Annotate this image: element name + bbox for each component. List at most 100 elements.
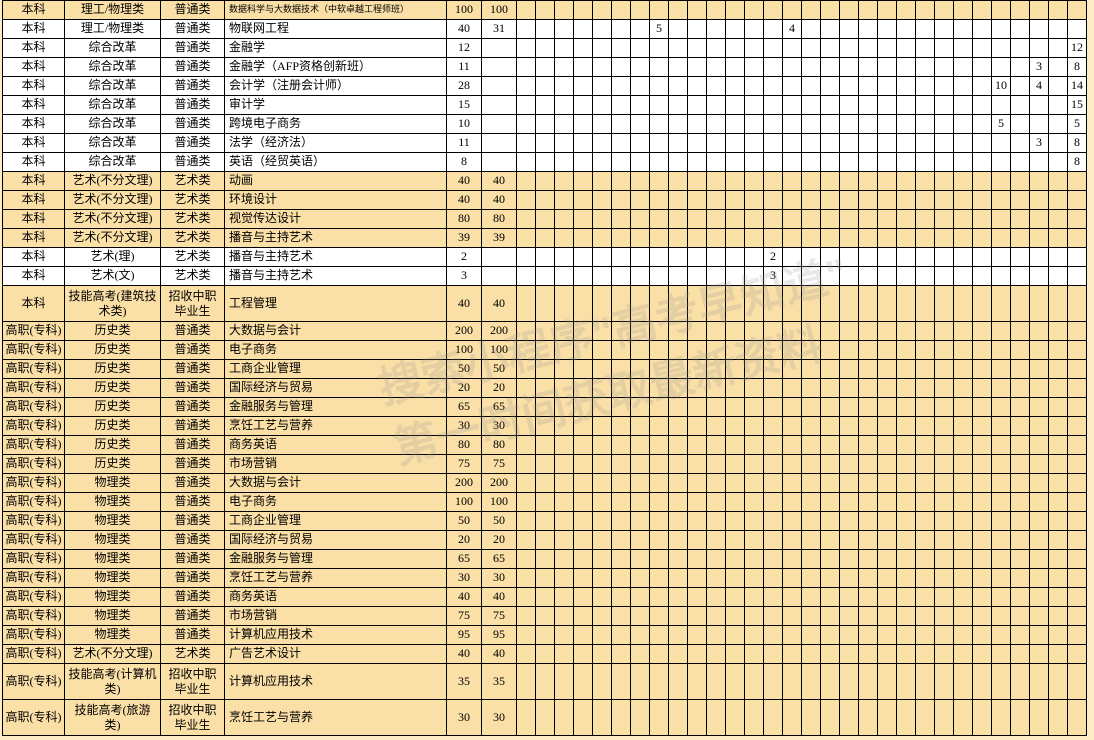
cell-extra (1011, 20, 1030, 39)
cell-extra (669, 286, 688, 322)
table-row: 高职(专科)物理类普通类大数据与会计200200 (3, 474, 1087, 493)
cell-extra (821, 531, 840, 550)
cell-extra (1068, 455, 1087, 474)
cell-extra (688, 229, 707, 248)
cell-extra (878, 512, 897, 531)
cell-type: 艺术类 (161, 210, 225, 229)
cell-extra (859, 153, 878, 172)
cell-extra (878, 153, 897, 172)
cell-extra (1068, 248, 1087, 267)
cell-extra (821, 96, 840, 115)
cell-extra (688, 398, 707, 417)
cell-extra (802, 96, 821, 115)
cell-extra (878, 417, 897, 436)
cell-extra (574, 645, 593, 664)
cell-extra (669, 664, 688, 700)
cell-extra (916, 134, 935, 153)
cell-extra (935, 39, 954, 58)
cell-extra (688, 531, 707, 550)
cell-level: 高职(专科) (3, 417, 65, 436)
cell-extra (688, 134, 707, 153)
cell-extra (783, 645, 802, 664)
cell-extra (726, 322, 745, 341)
cell-level: 本科 (3, 115, 65, 134)
cell-extra (840, 550, 859, 569)
cell-extra (669, 248, 688, 267)
cell-level: 本科 (3, 153, 65, 172)
cell-extra (802, 588, 821, 607)
cell-extra (1030, 360, 1049, 379)
cell-category: 艺术(不分文理) (65, 645, 161, 664)
cell-extra: 4 (1030, 77, 1049, 96)
cell-extra (574, 134, 593, 153)
cell-extra (707, 20, 726, 39)
cell-extra (688, 607, 707, 626)
cell-extra (745, 153, 764, 172)
cell-extra (669, 229, 688, 248)
cell-extra (688, 550, 707, 569)
cell-extra (536, 153, 555, 172)
cell-type: 普通类 (161, 417, 225, 436)
cell-extra (650, 153, 669, 172)
cell-extra (878, 398, 897, 417)
cell-major: 数据科学与大数据技术（中软卓越工程师班） (225, 1, 447, 20)
cell-num2 (482, 134, 517, 153)
cell-extra (669, 267, 688, 286)
cell-extra (1011, 96, 1030, 115)
cell-extra (593, 588, 612, 607)
cell-extra (1011, 115, 1030, 134)
cell-extra (650, 493, 669, 512)
cell-extra (935, 455, 954, 474)
cell-extra (1049, 398, 1068, 417)
cell-extra (878, 607, 897, 626)
cell-extra (1011, 360, 1030, 379)
cell-extra (783, 607, 802, 626)
cell-extra (1049, 134, 1068, 153)
cell-extra (1049, 341, 1068, 360)
cell-extra (954, 512, 973, 531)
cell-extra (726, 664, 745, 700)
cell-extra (688, 360, 707, 379)
cell-extra (859, 493, 878, 512)
cell-extra (859, 210, 878, 229)
cell-extra (802, 360, 821, 379)
cell-extra (707, 96, 726, 115)
cell-major: 商务英语 (225, 436, 447, 455)
cell-extra (612, 286, 631, 322)
cell-extra (1030, 115, 1049, 134)
cell-extra (840, 115, 859, 134)
cell-extra (878, 229, 897, 248)
cell-extra (1049, 531, 1068, 550)
cell-extra (517, 569, 536, 588)
cell-extra (726, 210, 745, 229)
cell-extra (954, 267, 973, 286)
cell-extra (764, 417, 783, 436)
cell-extra (517, 700, 536, 736)
cell-extra (707, 39, 726, 58)
cell-extra (593, 474, 612, 493)
cell-extra (1068, 20, 1087, 39)
cell-extra (1049, 191, 1068, 210)
cell-extra (973, 379, 992, 398)
cell-major: 国际经济与贸易 (225, 531, 447, 550)
cell-extra (916, 1, 935, 20)
cell-extra (688, 1, 707, 20)
cell-extra (593, 153, 612, 172)
cell-extra (631, 512, 650, 531)
cell-extra (1049, 569, 1068, 588)
cell-extra (536, 360, 555, 379)
cell-extra (650, 550, 669, 569)
cell-num2: 30 (482, 417, 517, 436)
cell-type: 艺术类 (161, 267, 225, 286)
cell-extra (517, 531, 536, 550)
cell-extra (612, 172, 631, 191)
cell-extra (517, 360, 536, 379)
cell-extra (555, 322, 574, 341)
cell-extra (707, 172, 726, 191)
cell-extra (878, 286, 897, 322)
cell-extra (859, 172, 878, 191)
cell-extra (669, 645, 688, 664)
cell-level: 高职(专科) (3, 436, 65, 455)
cell-extra (973, 645, 992, 664)
cell-num1: 100 (447, 341, 482, 360)
